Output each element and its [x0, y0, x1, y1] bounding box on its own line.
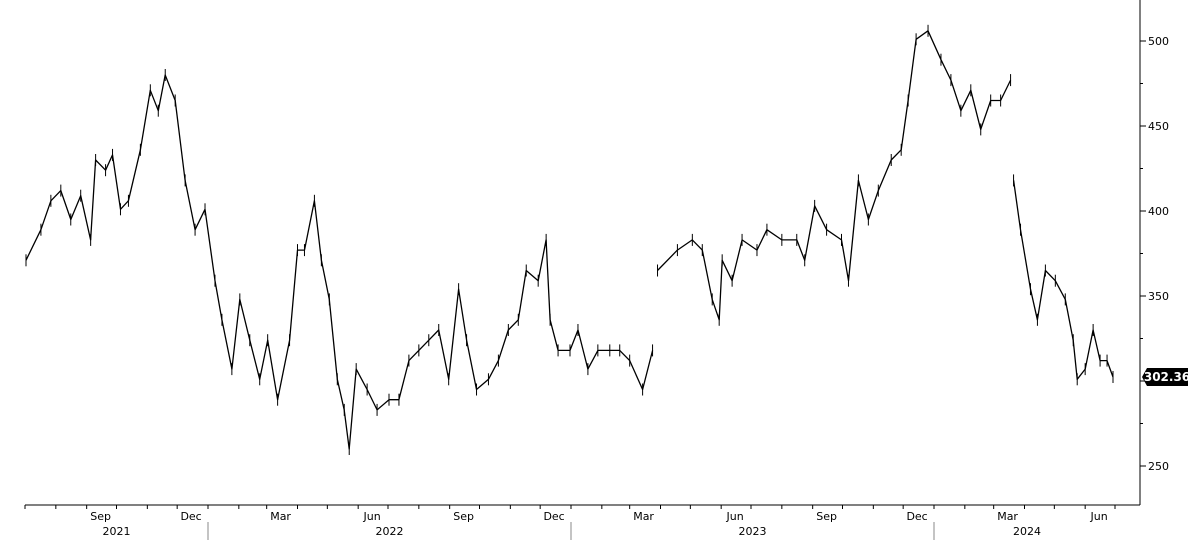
- last-price-label: 302.36: [1144, 370, 1190, 384]
- x-month-label: Dec: [180, 510, 201, 523]
- x-month-label: Dec: [543, 510, 564, 523]
- y-axis: 250 350 400 450 500: [1139, 0, 1169, 505]
- last-price-tag: 302.36: [1142, 367, 1190, 386]
- x-month-label: Sep: [816, 510, 837, 523]
- x-year-label: 2023: [739, 525, 767, 538]
- x-month-label: Mar: [633, 510, 654, 523]
- x-month-label: Mar: [270, 510, 291, 523]
- y-tick-label: 450: [1148, 120, 1169, 133]
- y-tick-label: 350: [1148, 290, 1169, 303]
- x-axis: Sep Dec Mar Jun Sep Dec Mar Jun Sep Dec Mar Jun 2021…: [24, 504, 1140, 540]
- x-month-label: Dec: [906, 510, 927, 523]
- x-month-label: Sep: [90, 510, 111, 523]
- x-year-label: 2022: [376, 525, 404, 538]
- x-month-label: Mar: [997, 510, 1018, 523]
- plot-area: [25, 24, 1114, 455]
- x-year-label: 2021: [103, 525, 131, 538]
- price-line-segment: [1012, 180, 1114, 380]
- y-tick-label: 250: [1148, 460, 1169, 473]
- x-year-label: 2024: [1013, 525, 1041, 538]
- price-line-segment: [657, 30, 1012, 321]
- x-month-label: Sep: [453, 510, 474, 523]
- y-tick-label: 500: [1148, 35, 1169, 48]
- x-month-label: Jun: [1089, 510, 1107, 523]
- x-month-label: Jun: [726, 510, 744, 523]
- x-month-label: Jun: [363, 510, 381, 523]
- y-tick-label: 400: [1148, 205, 1169, 218]
- price-line-segment: [25, 74, 654, 450]
- last-price-tag-background: [1142, 367, 1188, 386]
